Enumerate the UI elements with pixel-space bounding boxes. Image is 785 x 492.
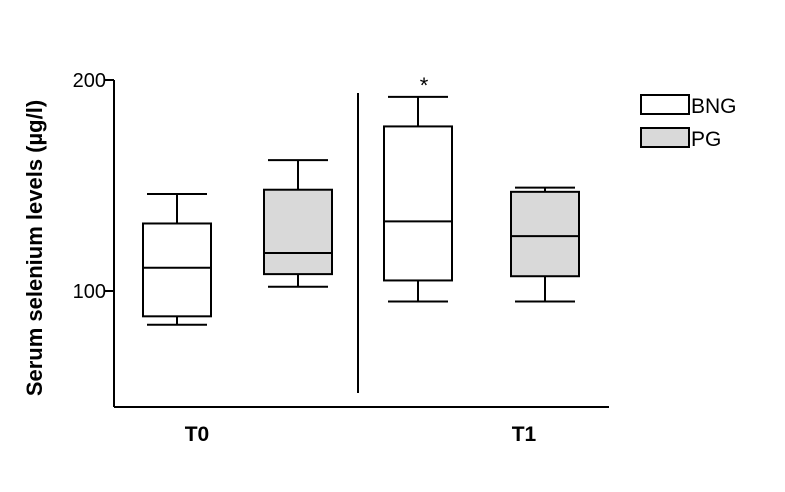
axes bbox=[113, 80, 609, 408]
legend-swatch-bng bbox=[640, 94, 690, 115]
box-pg-t0 bbox=[263, 159, 333, 288]
box-iqr bbox=[510, 190, 580, 278]
y-tick-label: 100 bbox=[73, 281, 106, 303]
box-iqr bbox=[142, 222, 212, 318]
x-category-label: T0 bbox=[185, 423, 210, 446]
category-labels: T0 T1 bbox=[185, 423, 537, 446]
y-ticks: 100 200 bbox=[73, 70, 114, 303]
x-category-label: T1 bbox=[512, 423, 537, 446]
box-iqr bbox=[383, 125, 453, 282]
legend: BNG PG bbox=[640, 94, 737, 151]
boxes bbox=[142, 95, 580, 326]
legend-label-pg: PG bbox=[691, 128, 721, 151]
box-bng-t1 bbox=[383, 95, 453, 303]
box-bng-t0 bbox=[142, 192, 212, 326]
annotations: * bbox=[420, 73, 429, 98]
box-pg-t1 bbox=[510, 186, 580, 303]
box-iqr bbox=[263, 188, 333, 276]
legend-label-bng: BNG bbox=[691, 95, 737, 118]
y-axis-title: Serum selenium levels (µg/l) bbox=[22, 100, 47, 396]
significance-marker: * bbox=[420, 73, 429, 98]
legend-swatch-pg bbox=[640, 127, 690, 148]
y-tick-label: 200 bbox=[73, 70, 106, 92]
